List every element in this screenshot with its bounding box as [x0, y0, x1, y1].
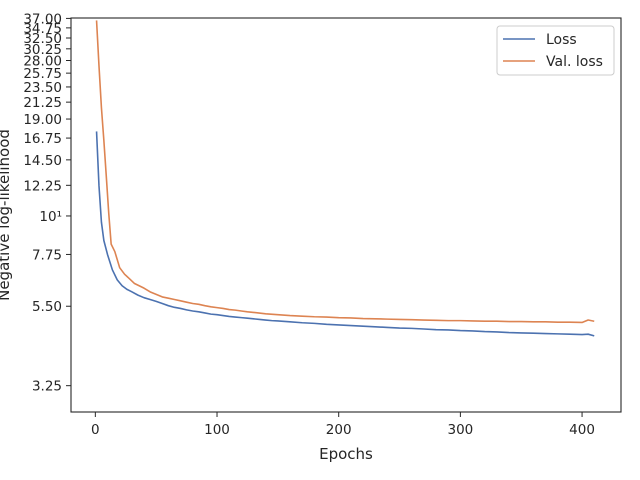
y-tick-label: 30.25 — [23, 42, 62, 58]
legend-label-val-loss: Val. loss — [546, 54, 603, 70]
y-tick-label: 3.25 — [32, 379, 62, 395]
series-layer — [95, 20, 595, 337]
y-tick-label: 32.50 — [23, 31, 62, 47]
y-tick-label: 21.25 — [23, 95, 62, 111]
x-tick-label: 0 — [91, 422, 100, 438]
y-tick-label: 16.75 — [23, 131, 62, 147]
x-tick-label: 100 — [204, 422, 230, 438]
legend-label-loss: Loss — [546, 32, 577, 48]
y-tick-label: 12.25 — [23, 178, 62, 194]
y-tick-label: 28.00 — [23, 53, 62, 69]
y-tick-label: 19.00 — [23, 112, 62, 128]
x-tick-label: 300 — [447, 422, 473, 438]
y-axis: 3.25 5.50 7.75 10¹ 12.25 14.50 16.75 19.0021.25… — [23, 11, 71, 395]
x-axis-label: Epochs — [319, 445, 373, 463]
plot-frame — [70, 17, 622, 413]
x-tick-label: 200 — [326, 422, 352, 438]
y-tick-label: 7.75 — [32, 247, 62, 263]
legend: Loss Val. loss — [496, 25, 615, 76]
y-tick-label: 37.00 — [23, 11, 62, 27]
series-line-val-loss — [95, 20, 595, 324]
series-line-loss — [95, 131, 595, 337]
y-tick-label: 23.50 — [23, 80, 62, 96]
y-tick-label: 5.50 — [32, 299, 62, 315]
y-tick-label: 25.75 — [23, 66, 62, 82]
y-tick-label: 14.50 — [23, 153, 62, 169]
y-axis-label: Negative log-likelihood — [0, 129, 13, 301]
y-tick-label: 34.75 — [23, 21, 62, 37]
x-axis: 0 100 200 300 400 — [91, 412, 595, 438]
x-tick-label: 400 — [569, 422, 595, 438]
y-tick-label: 10¹ — [39, 209, 62, 225]
